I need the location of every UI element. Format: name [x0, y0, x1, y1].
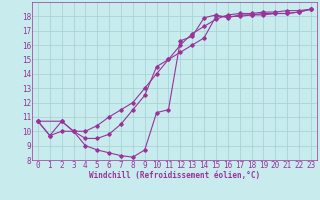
X-axis label: Windchill (Refroidissement éolien,°C): Windchill (Refroidissement éolien,°C): [89, 171, 260, 180]
